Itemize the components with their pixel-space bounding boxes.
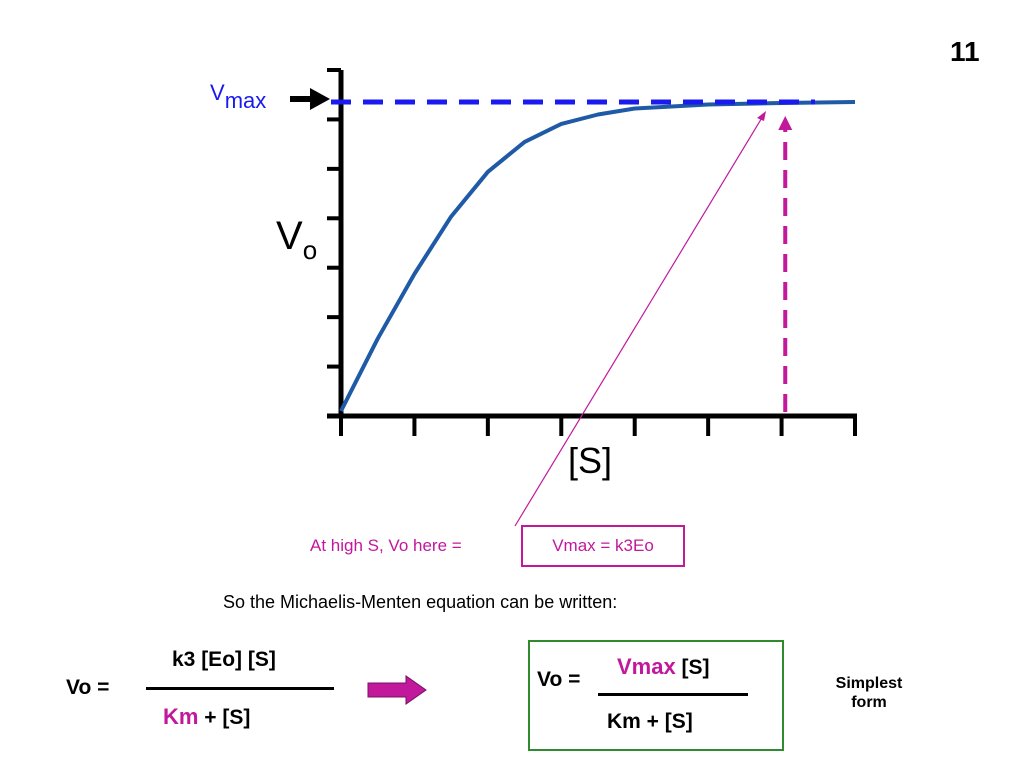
vmax-arrow-head: [310, 88, 330, 110]
right-equation-denominator: Km + [S]: [607, 710, 693, 733]
arrow-right-icon: [367, 675, 427, 705]
equation-caption: So the Michaelis-Menten equation can be …: [223, 592, 618, 612]
pointer-head: [757, 111, 766, 121]
left-fraction-bar: [146, 687, 334, 690]
x-axis-label: [S]: [568, 440, 613, 481]
high-s-annotation: At high S, Vo here =: [310, 536, 462, 555]
right-equation-numerator: Vmax [S]: [617, 654, 710, 679]
annotations: [290, 88, 815, 705]
saturation-curve: [339, 100, 856, 412]
left-equation-numerator: k3 [Eo] [S]: [172, 648, 276, 671]
simplest-form-note: Simplest form: [835, 675, 903, 711]
left-equation-lhs: Vo =: [66, 676, 110, 699]
ticks: [327, 68, 857, 436]
right-equation-lhs: Vo =: [537, 668, 581, 691]
left-equation-denominator: Km + [S]: [163, 704, 251, 729]
vmax-equation-box: Vmax = k3Eo: [521, 525, 685, 567]
slide-number: 11: [950, 36, 980, 67]
y-axis-label: Vo: [276, 214, 318, 265]
plot-area: [339, 100, 856, 412]
high-s-arrow-head: [778, 116, 793, 130]
pointer-line: [514, 115, 764, 527]
axes: [327, 70, 857, 419]
simplest-form-box: [528, 640, 784, 751]
right-fraction-bar: [598, 693, 748, 696]
vmax-axis-label: Vmax: [210, 80, 267, 113]
